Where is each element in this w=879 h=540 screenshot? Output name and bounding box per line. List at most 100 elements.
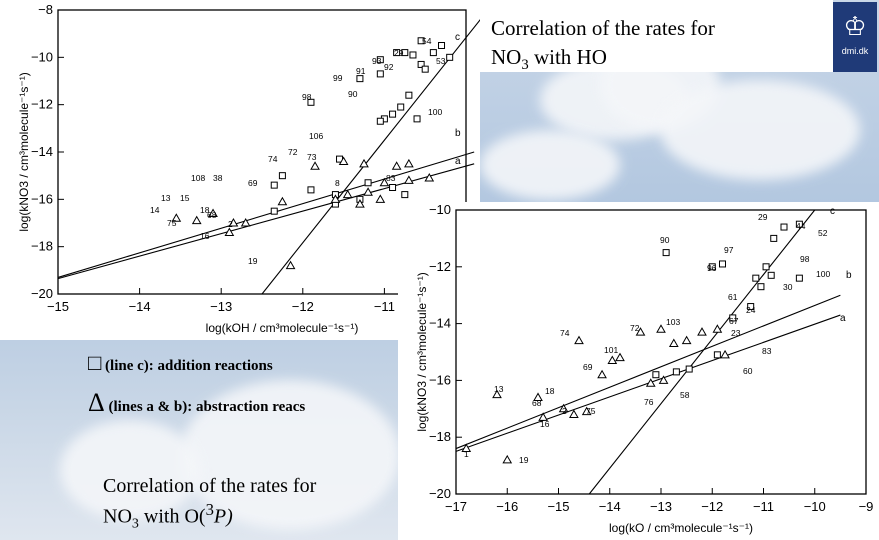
square-symbol: □ <box>88 350 102 375</box>
point-label: 29 <box>758 212 768 222</box>
crown-icon: ♔ <box>843 12 867 41</box>
data-point-triangle <box>379 177 390 187</box>
data-point-triangle <box>681 335 692 345</box>
bottom-title: Correlation of the rates for NO3 with O(… <box>103 474 403 537</box>
data-point-square <box>719 260 726 268</box>
top-title: Correlation of the rates for NO3 with HO <box>491 14 791 80</box>
legend-abstraction: Δ (lines a & b): abstraction reacs <box>88 388 305 418</box>
data-point-square <box>770 234 778 242</box>
line-label-a: a <box>840 313 846 324</box>
data-point-triangle <box>720 349 730 359</box>
point-label: 73 <box>307 152 317 162</box>
point-label: 108 <box>191 173 205 183</box>
plot-frame <box>455 209 867 495</box>
data-point-triangle <box>404 158 414 168</box>
point-label: 18 <box>545 386 555 396</box>
data-point-triangle <box>615 352 625 362</box>
data-point-square <box>652 371 660 379</box>
y-tick-label: −16 <box>31 191 53 206</box>
data-point-square <box>757 283 765 291</box>
data-point-square <box>446 53 454 61</box>
point-label: 23 <box>731 328 741 338</box>
y-tick-label: −12 <box>429 259 451 274</box>
bottom-title-term: P) <box>213 505 233 528</box>
fit-line-c <box>261 19 480 295</box>
data-point-triangle <box>533 392 543 401</box>
data-point-square <box>393 49 401 57</box>
data-point-triangle <box>656 324 666 333</box>
data-point-square <box>752 274 760 282</box>
line-label-b: b <box>846 270 852 281</box>
data-point-triangle <box>391 161 402 170</box>
point-label: 91 <box>356 66 366 76</box>
data-point-square <box>421 65 429 73</box>
data-point-triangle <box>208 208 218 218</box>
point-label: 99 <box>333 73 343 83</box>
legend-addition-text: (line c): addition reactions <box>105 358 273 374</box>
data-point-triangle <box>224 227 235 236</box>
point-label: 52 <box>818 228 828 238</box>
data-point-square <box>417 37 425 45</box>
x-tick-label: −13 <box>650 499 672 514</box>
point-label: 54 <box>422 36 432 46</box>
point-label: 101 <box>604 345 618 355</box>
data-point-square <box>795 274 803 282</box>
data-point-square <box>685 365 693 373</box>
data-point-square <box>270 181 278 189</box>
data-point-triangle <box>581 406 592 416</box>
y-tick-label: −20 <box>31 286 53 301</box>
x-tick-label: −14 <box>599 499 621 514</box>
point-label: 2 <box>228 219 233 229</box>
data-point-square <box>364 179 372 187</box>
x-tick-label: −11 <box>374 299 395 314</box>
data-point-square <box>429 49 437 57</box>
top-title-with: with HO <box>533 45 607 69</box>
legend-addition: □ (line c): addition reactions <box>88 350 273 376</box>
point-label: 38 <box>213 173 223 183</box>
dmi-logo: ♔ dmi.dk <box>833 2 877 72</box>
point-label: 92 <box>384 62 394 72</box>
line-label-b: b <box>455 128 461 139</box>
fit-line-b <box>57 151 475 278</box>
point-label: 58 <box>680 390 690 400</box>
x-tick-label: −11 <box>753 499 774 514</box>
data-point-triangle <box>712 324 723 333</box>
data-point-square <box>278 172 286 180</box>
point-label: 53 <box>436 56 446 66</box>
bottom-title-with: with O( <box>143 505 206 528</box>
point-label: 30 <box>783 282 793 292</box>
data-point-triangle <box>574 335 584 345</box>
data-point-square <box>413 115 421 123</box>
point-label: 75 <box>167 218 177 228</box>
data-point-square <box>780 223 788 231</box>
point-label: 1 <box>464 449 469 459</box>
data-point-triangle <box>330 194 341 203</box>
data-point-triangle <box>645 378 656 387</box>
data-point-square <box>417 60 425 68</box>
data-point-triangle <box>355 199 365 208</box>
point-label: 68 <box>532 398 542 408</box>
y-tick-label: −10 <box>429 202 451 217</box>
point-label: 16 <box>200 231 210 241</box>
fit-line-c <box>588 209 816 495</box>
point-label: 68 <box>207 210 217 220</box>
data-point-square <box>747 303 755 311</box>
x-tick-label: −12 <box>701 499 723 514</box>
point-label: 72 <box>630 323 640 333</box>
data-point-square <box>729 314 737 322</box>
x-tick-label: −15 <box>47 299 69 314</box>
point-label: 98 <box>302 92 312 102</box>
data-point-square <box>762 263 770 271</box>
point-label: 19 <box>248 256 258 266</box>
point-label: 14 <box>150 205 160 215</box>
point-label: 72 <box>288 147 298 157</box>
data-point-triangle <box>558 403 569 413</box>
point-label: 75 <box>586 406 596 416</box>
point-label: 67 <box>729 316 739 326</box>
data-point-square <box>713 351 721 359</box>
data-point-square <box>307 186 315 194</box>
data-point-triangle <box>569 409 579 418</box>
point-label: 100 <box>816 269 830 279</box>
point-label: 18 <box>200 205 210 215</box>
x-tick-label: −9 <box>859 499 874 514</box>
